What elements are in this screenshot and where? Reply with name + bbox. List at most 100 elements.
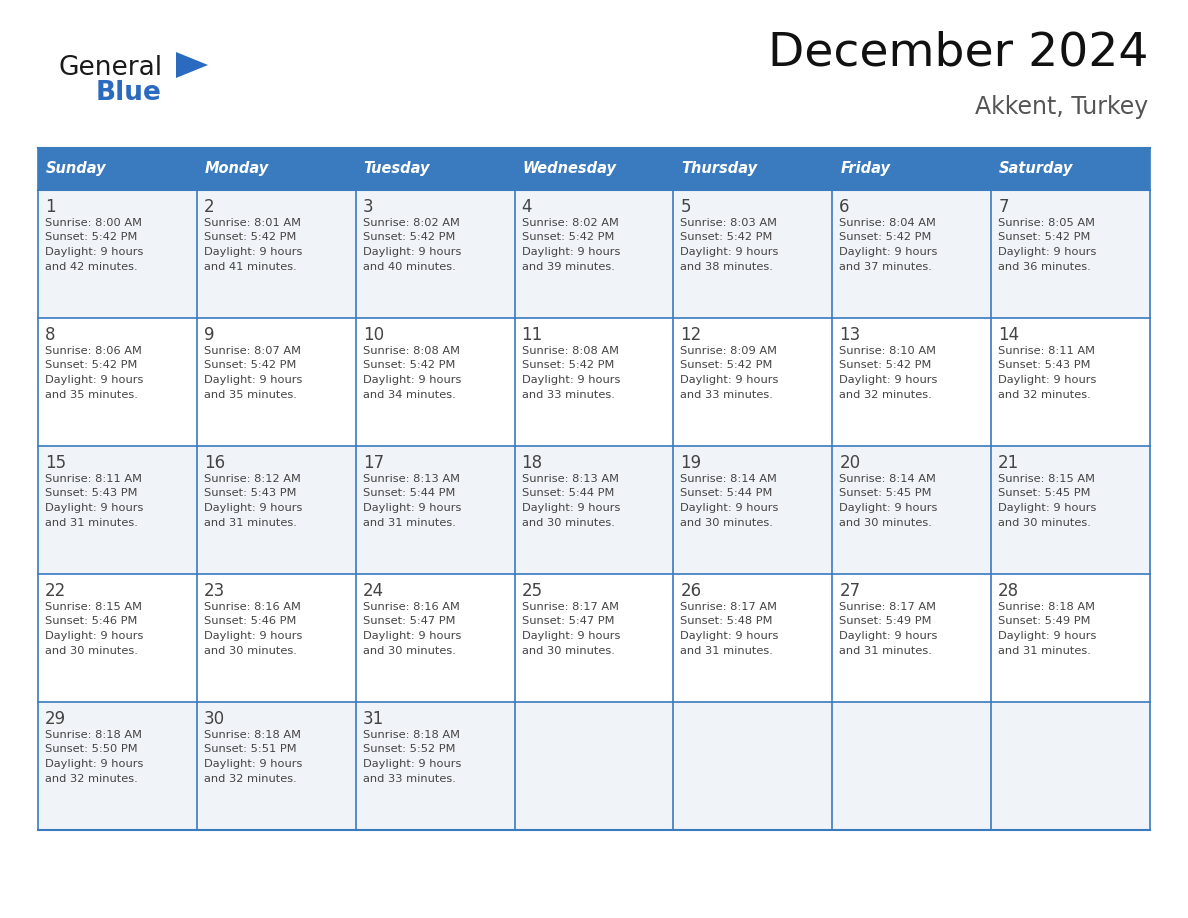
Text: Sunrise: 8:17 AM: Sunrise: 8:17 AM	[839, 602, 936, 612]
Text: Sunrise: 8:07 AM: Sunrise: 8:07 AM	[204, 346, 301, 356]
Bar	[514, 148, 674, 190]
Text: Sunset: 5:42 PM: Sunset: 5:42 PM	[681, 361, 773, 371]
Text: Sunrise: 8:00 AM: Sunrise: 8:00 AM	[45, 218, 143, 228]
Text: Sunset: 5:46 PM: Sunset: 5:46 PM	[45, 617, 138, 626]
Text: Sunrise: 8:13 AM: Sunrise: 8:13 AM	[522, 474, 619, 484]
Text: Blue: Blue	[96, 80, 162, 106]
Text: and 31 minutes.: and 31 minutes.	[45, 518, 138, 528]
Text: General: General	[58, 55, 162, 81]
Text: Sunrise: 8:05 AM: Sunrise: 8:05 AM	[998, 218, 1095, 228]
Text: Sunset: 5:42 PM: Sunset: 5:42 PM	[839, 232, 931, 242]
Text: Daylight: 9 hours: Daylight: 9 hours	[522, 247, 620, 257]
Text: and 33 minutes.: and 33 minutes.	[362, 774, 455, 783]
Text: 2: 2	[204, 198, 215, 216]
Text: and 35 minutes.: and 35 minutes.	[204, 389, 297, 399]
Text: and 32 minutes.: and 32 minutes.	[998, 389, 1091, 399]
Text: Daylight: 9 hours: Daylight: 9 hours	[362, 759, 461, 769]
Text: 18: 18	[522, 454, 543, 472]
Bar	[833, 148, 991, 190]
Text: Daylight: 9 hours: Daylight: 9 hours	[681, 375, 779, 385]
Text: and 30 minutes.: and 30 minutes.	[362, 645, 455, 655]
Text: Sunrise: 8:01 AM: Sunrise: 8:01 AM	[204, 218, 301, 228]
Text: 10: 10	[362, 326, 384, 344]
Text: 31: 31	[362, 710, 384, 728]
Text: Sunrise: 8:12 AM: Sunrise: 8:12 AM	[204, 474, 301, 484]
Text: and 30 minutes.: and 30 minutes.	[204, 645, 297, 655]
Text: Daylight: 9 hours: Daylight: 9 hours	[681, 631, 779, 641]
Text: 24: 24	[362, 582, 384, 600]
Text: Sunrise: 8:18 AM: Sunrise: 8:18 AM	[204, 730, 301, 740]
Text: and 36 minutes.: and 36 minutes.	[998, 262, 1091, 272]
Text: and 30 minutes.: and 30 minutes.	[998, 518, 1091, 528]
Text: 7: 7	[998, 198, 1009, 216]
Text: Daylight: 9 hours: Daylight: 9 hours	[998, 503, 1097, 513]
Text: Daylight: 9 hours: Daylight: 9 hours	[681, 503, 779, 513]
Text: Sunrise: 8:11 AM: Sunrise: 8:11 AM	[998, 346, 1095, 356]
Text: Daylight: 9 hours: Daylight: 9 hours	[204, 247, 302, 257]
Bar	[38, 190, 1150, 318]
Text: Sunrise: 8:15 AM: Sunrise: 8:15 AM	[45, 602, 143, 612]
Text: Daylight: 9 hours: Daylight: 9 hours	[45, 503, 144, 513]
Text: Sunrise: 8:02 AM: Sunrise: 8:02 AM	[522, 218, 619, 228]
Text: 25: 25	[522, 582, 543, 600]
Text: Sunrise: 8:11 AM: Sunrise: 8:11 AM	[45, 474, 143, 484]
Text: 13: 13	[839, 326, 860, 344]
Text: and 39 minutes.: and 39 minutes.	[522, 262, 614, 272]
Text: 29: 29	[45, 710, 67, 728]
Text: Daylight: 9 hours: Daylight: 9 hours	[522, 375, 620, 385]
Text: Sunrise: 8:14 AM: Sunrise: 8:14 AM	[839, 474, 936, 484]
Text: Sunrise: 8:08 AM: Sunrise: 8:08 AM	[362, 346, 460, 356]
Text: Sunrise: 8:14 AM: Sunrise: 8:14 AM	[681, 474, 777, 484]
Text: and 35 minutes.: and 35 minutes.	[45, 389, 138, 399]
Text: 19: 19	[681, 454, 702, 472]
Text: 23: 23	[204, 582, 225, 600]
Polygon shape	[176, 52, 208, 78]
Bar	[38, 702, 1150, 830]
Text: 17: 17	[362, 454, 384, 472]
Text: Daylight: 9 hours: Daylight: 9 hours	[522, 631, 620, 641]
Text: and 37 minutes.: and 37 minutes.	[839, 262, 933, 272]
Text: Daylight: 9 hours: Daylight: 9 hours	[204, 503, 302, 513]
Bar	[197, 148, 355, 190]
Text: Sunset: 5:43 PM: Sunset: 5:43 PM	[45, 488, 138, 498]
Text: 11: 11	[522, 326, 543, 344]
Bar	[355, 148, 514, 190]
Text: and 34 minutes.: and 34 minutes.	[362, 389, 455, 399]
Text: 28: 28	[998, 582, 1019, 600]
Text: and 41 minutes.: and 41 minutes.	[204, 262, 297, 272]
Text: 21: 21	[998, 454, 1019, 472]
Text: 1: 1	[45, 198, 56, 216]
Bar	[991, 148, 1150, 190]
Text: Sunset: 5:49 PM: Sunset: 5:49 PM	[998, 617, 1091, 626]
Text: 12: 12	[681, 326, 702, 344]
Text: 14: 14	[998, 326, 1019, 344]
Text: 6: 6	[839, 198, 849, 216]
Text: and 31 minutes.: and 31 minutes.	[681, 645, 773, 655]
Text: 4: 4	[522, 198, 532, 216]
Text: Daylight: 9 hours: Daylight: 9 hours	[204, 631, 302, 641]
Text: Sunrise: 8:10 AM: Sunrise: 8:10 AM	[839, 346, 936, 356]
Text: Sunset: 5:42 PM: Sunset: 5:42 PM	[839, 361, 931, 371]
Text: Daylight: 9 hours: Daylight: 9 hours	[839, 631, 937, 641]
Text: and 33 minutes.: and 33 minutes.	[522, 389, 614, 399]
Text: Friday: Friday	[840, 162, 890, 176]
Text: and 30 minutes.: and 30 minutes.	[839, 518, 933, 528]
Text: 3: 3	[362, 198, 373, 216]
Text: Sunrise: 8:08 AM: Sunrise: 8:08 AM	[522, 346, 619, 356]
Bar	[38, 574, 1150, 702]
Text: Sunset: 5:45 PM: Sunset: 5:45 PM	[998, 488, 1091, 498]
Text: Sunset: 5:47 PM: Sunset: 5:47 PM	[362, 617, 455, 626]
Text: Sunrise: 8:18 AM: Sunrise: 8:18 AM	[45, 730, 143, 740]
Text: Sunrise: 8:17 AM: Sunrise: 8:17 AM	[522, 602, 619, 612]
Text: Daylight: 9 hours: Daylight: 9 hours	[362, 375, 461, 385]
Text: and 32 minutes.: and 32 minutes.	[45, 774, 138, 783]
Text: Sunrise: 8:16 AM: Sunrise: 8:16 AM	[362, 602, 460, 612]
Bar	[674, 148, 833, 190]
Text: 22: 22	[45, 582, 67, 600]
Text: Daylight: 9 hours: Daylight: 9 hours	[362, 631, 461, 641]
Text: Sunset: 5:42 PM: Sunset: 5:42 PM	[362, 232, 455, 242]
Text: and 31 minutes.: and 31 minutes.	[998, 645, 1091, 655]
Text: 5: 5	[681, 198, 691, 216]
Text: Sunday: Sunday	[46, 162, 107, 176]
Text: Sunset: 5:44 PM: Sunset: 5:44 PM	[681, 488, 773, 498]
